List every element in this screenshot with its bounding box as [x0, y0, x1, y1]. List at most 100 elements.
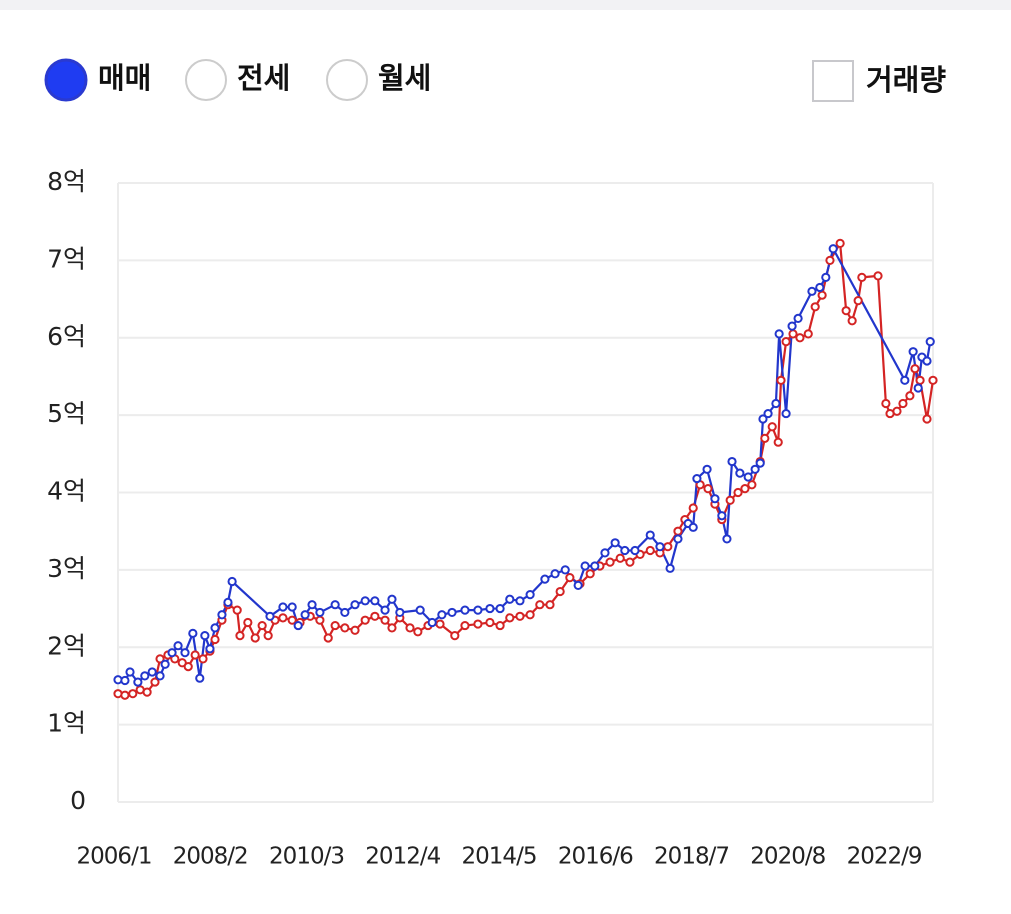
data-point	[755, 458, 765, 468]
data-point	[217, 610, 227, 620]
checkbox[interactable]	[812, 60, 854, 102]
series-line	[117, 242, 935, 697]
data-point	[155, 654, 165, 664]
data-point	[167, 648, 177, 658]
x-tick-label: 2008/2	[173, 844, 248, 870]
data-point	[188, 628, 198, 638]
data-point	[740, 484, 750, 494]
data-point	[815, 282, 825, 293]
data-point	[360, 596, 370, 606]
data-point	[350, 625, 360, 635]
data-point	[915, 375, 925, 385]
checkbox-group[interactable]: 거래량	[812, 60, 946, 102]
data-point	[387, 623, 397, 633]
data-point	[155, 671, 165, 681]
data-point	[450, 631, 460, 641]
data-point	[898, 398, 908, 409]
top-bar	[0, 0, 1011, 10]
data-point	[725, 495, 735, 505]
data-point	[733, 487, 743, 498]
data-point	[793, 313, 803, 324]
data-point	[370, 611, 380, 621]
radio-label[interactable]: 월세	[378, 61, 431, 95]
data-point	[645, 530, 655, 540]
data-point	[435, 619, 445, 629]
data-point	[232, 605, 242, 615]
data-point	[835, 238, 845, 248]
data-point	[620, 545, 630, 556]
data-point	[910, 364, 920, 374]
data-point	[600, 548, 610, 558]
data-point	[437, 610, 447, 620]
data-point	[795, 333, 805, 343]
data-point	[550, 569, 560, 579]
data-point	[243, 617, 253, 628]
data-point	[847, 316, 857, 326]
data-point	[781, 408, 791, 419]
data-point	[120, 675, 130, 686]
radio[interactable]	[326, 59, 368, 101]
radio-2[interactable]: 전세	[185, 59, 290, 101]
data-point	[673, 526, 683, 536]
y-tick-label: 1억	[47, 709, 86, 738]
data-point	[287, 615, 297, 625]
radio-label[interactable]: 전세	[237, 61, 290, 95]
data-point	[128, 689, 138, 699]
radio[interactable]	[185, 59, 227, 101]
data-point	[190, 650, 200, 660]
x-tick-label: 2018/7	[654, 844, 729, 870]
radio-label[interactable]: 매매	[98, 61, 151, 95]
data-point	[495, 620, 505, 631]
data-point	[565, 573, 575, 583]
data-point	[263, 631, 273, 641]
data-point	[590, 561, 600, 571]
x-tick-label: 2006/1	[77, 844, 152, 870]
data-point	[908, 347, 918, 357]
data-point	[287, 602, 297, 612]
data-point	[788, 329, 798, 339]
x-tick-label: 2022/9	[847, 844, 922, 870]
data-point	[147, 667, 157, 677]
data-point	[323, 633, 333, 643]
data-point	[555, 586, 565, 597]
data-point	[387, 594, 397, 604]
y-tick-label: 4억	[47, 477, 86, 506]
radio-1[interactable]: 매매	[44, 58, 151, 102]
data-point	[413, 627, 423, 637]
data-point	[485, 603, 495, 614]
data-point	[560, 565, 570, 575]
data-point	[330, 620, 340, 631]
data-point	[758, 414, 768, 424]
data-point	[807, 286, 817, 296]
data-point	[853, 296, 863, 306]
data-point	[200, 631, 210, 641]
radio-3[interactable]: 월세	[326, 59, 431, 101]
data-point	[485, 617, 495, 628]
radio-selected[interactable]	[44, 58, 88, 102]
data-point	[922, 356, 932, 366]
data-point	[763, 408, 773, 419]
checkbox-label[interactable]: 거래량	[866, 63, 946, 97]
data-point	[892, 406, 902, 416]
data-point	[810, 302, 820, 312]
data-point	[873, 271, 883, 281]
data-point	[702, 464, 712, 474]
data-point	[735, 468, 745, 478]
data-point	[180, 648, 190, 658]
data-point	[913, 383, 923, 393]
data-point	[857, 272, 867, 282]
data-point	[580, 561, 590, 571]
data-point	[195, 673, 205, 683]
data-point	[841, 306, 851, 316]
y-tick-label: 0	[70, 786, 86, 815]
data-point	[773, 437, 783, 447]
data-point	[183, 661, 193, 672]
data-point	[545, 600, 555, 610]
data-point	[120, 690, 130, 700]
data-point	[743, 472, 753, 482]
data-point	[727, 456, 737, 467]
data-point	[235, 631, 245, 641]
y-tick-label: 5억	[47, 399, 86, 428]
data-point	[395, 607, 405, 618]
